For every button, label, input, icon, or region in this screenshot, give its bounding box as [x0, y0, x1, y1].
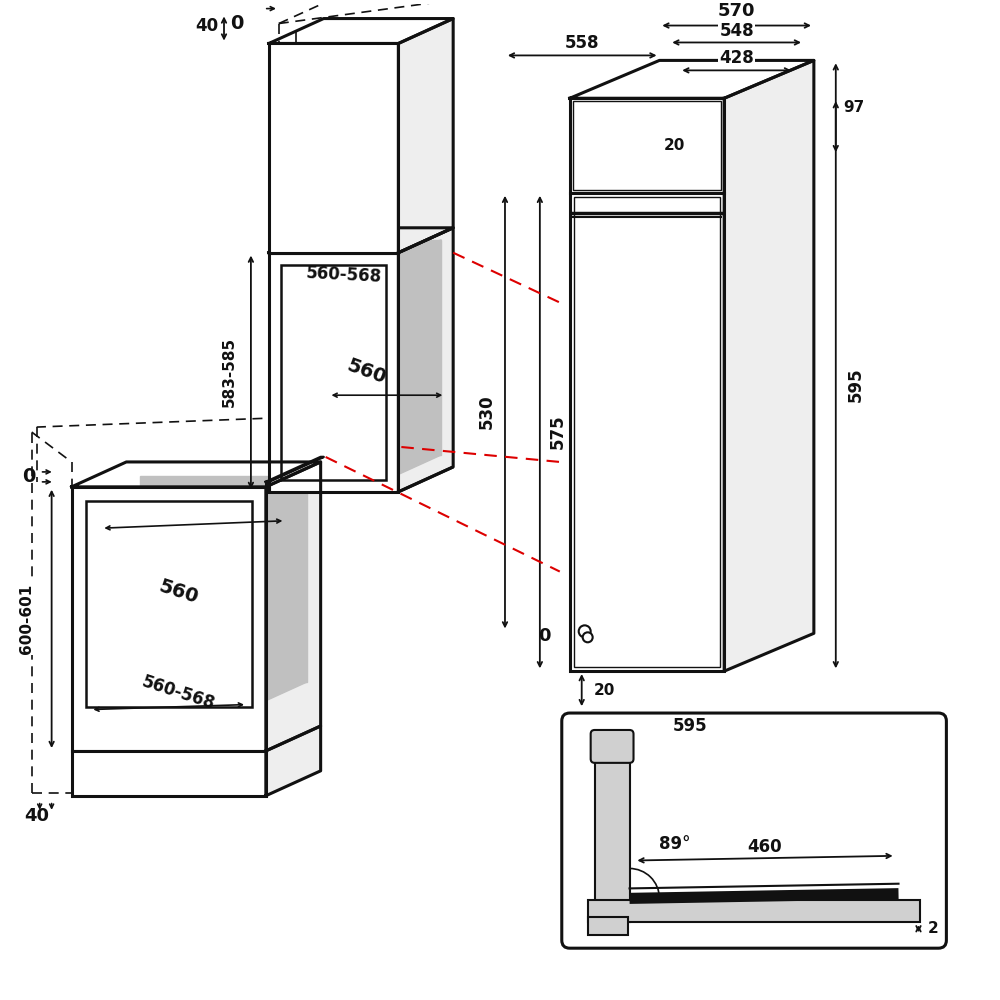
Polygon shape [398, 19, 453, 253]
Bar [269, 43, 398, 253]
Polygon shape [140, 476, 307, 682]
Text: 530: 530 [478, 395, 496, 429]
Polygon shape [266, 462, 321, 751]
Bar [72, 751, 266, 796]
Bar [86, 501, 252, 707]
Text: 560: 560 [156, 577, 200, 608]
Polygon shape [252, 476, 307, 707]
Polygon shape [266, 726, 321, 796]
Polygon shape [336, 240, 441, 455]
Polygon shape [269, 19, 453, 43]
Polygon shape [386, 240, 441, 480]
Bar [588, 917, 628, 935]
Bar [281, 265, 386, 480]
Polygon shape [724, 60, 814, 671]
Text: 0: 0 [814, 893, 824, 908]
FancyBboxPatch shape [591, 730, 634, 763]
Text: 595: 595 [847, 367, 865, 402]
Text: 460: 460 [748, 838, 782, 856]
Bar [573, 101, 721, 190]
Text: 0: 0 [231, 14, 244, 33]
Polygon shape [72, 462, 321, 487]
Text: 89°: 89° [659, 835, 690, 853]
Text: 575: 575 [549, 415, 567, 449]
Bar [595, 739, 630, 922]
Polygon shape [266, 457, 324, 482]
Polygon shape [269, 228, 453, 253]
Bar [269, 253, 398, 492]
Circle shape [583, 632, 593, 642]
Text: 560: 560 [344, 356, 389, 388]
Bar [570, 98, 724, 193]
Bar [570, 193, 724, 671]
Polygon shape [570, 60, 814, 98]
Text: 97: 97 [843, 100, 864, 115]
Text: 558: 558 [565, 34, 599, 52]
Polygon shape [86, 672, 307, 697]
Polygon shape [398, 228, 453, 492]
Text: 560-568: 560-568 [139, 673, 217, 713]
Text: 600-601: 600-601 [19, 584, 34, 654]
Text: 595: 595 [673, 717, 708, 735]
Bar [588, 900, 920, 922]
Text: 570: 570 [718, 2, 755, 20]
Circle shape [579, 625, 591, 637]
Polygon shape [281, 443, 441, 468]
Text: 40: 40 [195, 17, 219, 35]
Text: 428: 428 [719, 49, 754, 67]
Text: 548: 548 [719, 22, 754, 40]
FancyBboxPatch shape [562, 713, 946, 948]
Text: 0: 0 [22, 467, 35, 486]
Text: 2: 2 [928, 921, 939, 936]
Text: 560-568: 560-568 [305, 264, 382, 286]
Text: 40: 40 [24, 807, 49, 825]
Bar [72, 487, 266, 751]
Text: 20: 20 [594, 683, 615, 698]
Bar [574, 197, 720, 667]
Text: 583-585: 583-585 [221, 337, 236, 407]
Text: 20: 20 [664, 138, 686, 153]
Text: 0: 0 [539, 627, 551, 645]
